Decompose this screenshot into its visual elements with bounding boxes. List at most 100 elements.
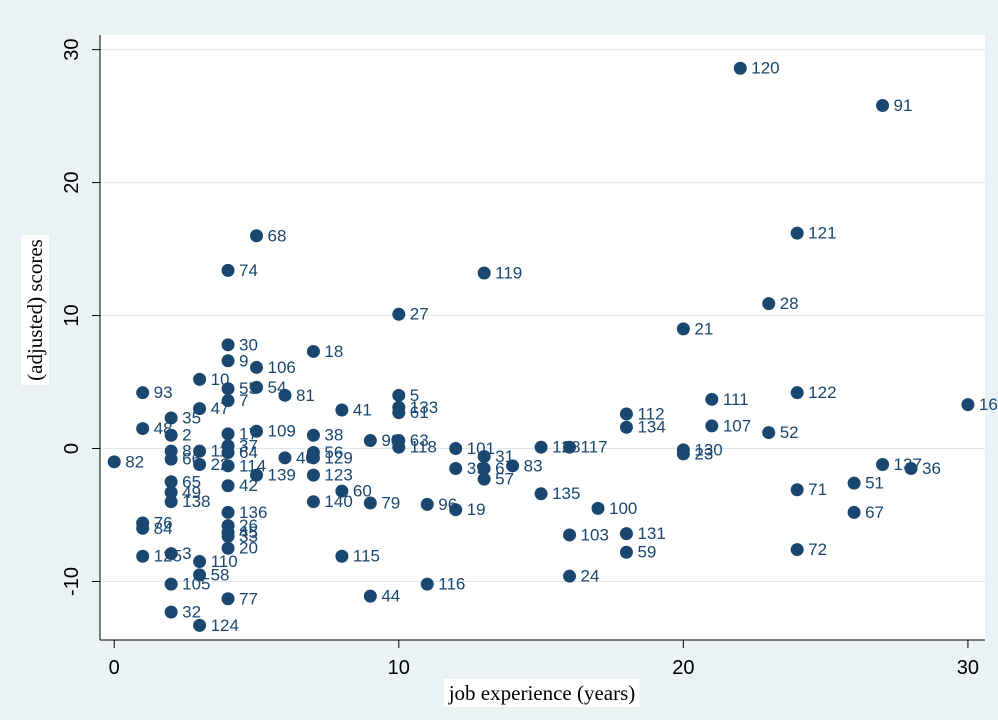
y-tick-label: -10 (61, 567, 83, 596)
point (221, 505, 235, 519)
point-label: 79 (381, 494, 400, 513)
point-label: 77 (239, 589, 258, 608)
point-label: 109 (268, 422, 296, 441)
point-label: 61 (410, 403, 429, 422)
point (193, 444, 207, 458)
x-tick-label: 20 (672, 657, 694, 679)
point-label: 56 (324, 443, 343, 462)
point (221, 394, 235, 408)
point (164, 411, 178, 425)
point (221, 354, 235, 368)
point-label: 2 (182, 426, 191, 445)
point (363, 589, 377, 603)
point (136, 386, 150, 400)
point (449, 442, 463, 456)
point (278, 451, 292, 465)
point-label: 121 (808, 224, 836, 243)
point-label: 72 (808, 540, 827, 559)
plot-area (100, 35, 985, 640)
point (676, 447, 690, 461)
point (250, 229, 264, 243)
point (534, 487, 548, 501)
point-label: 100 (609, 499, 637, 518)
point (563, 440, 577, 454)
point (221, 541, 235, 555)
point (335, 403, 349, 417)
point (676, 322, 690, 336)
point (164, 577, 178, 591)
point (790, 543, 804, 557)
point-label: 131 (637, 524, 665, 543)
point (193, 457, 207, 471)
point-label: 5 (410, 386, 419, 405)
point-label: 6 (495, 459, 504, 478)
point-label: 33 (239, 527, 258, 546)
point-label: 91 (894, 96, 913, 115)
point (449, 503, 463, 517)
point-label: 107 (723, 416, 751, 435)
point-label: 35 (182, 408, 201, 427)
point-label: 129 (324, 448, 352, 467)
point-label: 8 (182, 442, 191, 461)
point-label: 9 (239, 351, 248, 370)
point-label: 36 (922, 459, 941, 478)
point-label: 20 (239, 539, 258, 558)
point (136, 521, 150, 535)
point (876, 98, 890, 112)
point-label: 57 (495, 470, 514, 489)
point (392, 307, 406, 321)
point (705, 392, 719, 406)
point (392, 388, 406, 402)
point (136, 549, 150, 563)
point (619, 407, 633, 421)
point-label: 68 (268, 226, 287, 245)
point (392, 406, 406, 420)
point (306, 344, 320, 358)
point (164, 547, 178, 561)
point-label: 122 (808, 383, 836, 402)
point (250, 360, 264, 374)
point-label: 110 (211, 552, 238, 571)
point (221, 427, 235, 441)
point-label: 3 (182, 544, 191, 563)
point (221, 439, 235, 453)
point (847, 476, 861, 490)
point (619, 545, 633, 559)
point-label: 40 (296, 448, 315, 467)
point-label: 105 (182, 575, 210, 594)
point-label: 18 (324, 342, 343, 361)
point-label: 32 (182, 603, 201, 622)
point (250, 380, 264, 394)
point (306, 428, 320, 442)
point (619, 420, 633, 434)
x-title-bg (443, 679, 640, 707)
point-label: 63 (410, 431, 429, 450)
point-label: 59 (637, 543, 656, 562)
point (563, 569, 577, 583)
point (193, 402, 207, 416)
point-label: 111 (723, 390, 749, 409)
point-label: 41 (353, 400, 372, 419)
point-label: 76 (154, 513, 173, 532)
point-label: 81 (296, 386, 315, 405)
point (250, 424, 264, 438)
point-label: 38 (324, 426, 343, 445)
point-label: 116 (438, 575, 465, 594)
y-tick-label: 0 (61, 443, 83, 454)
point (164, 428, 178, 442)
point (164, 605, 178, 619)
point-label: 93 (154, 383, 173, 402)
point-label: 19 (467, 500, 486, 519)
point-label: 65 (182, 472, 201, 491)
point-label: 21 (694, 319, 713, 338)
point (449, 461, 463, 475)
point-label: 42 (239, 476, 258, 495)
point (164, 475, 178, 489)
point (221, 479, 235, 493)
point-label: 7 (239, 391, 248, 410)
point-label: 84 (154, 519, 173, 538)
point-label: 140 (324, 492, 352, 511)
point-label: 52 (780, 423, 799, 442)
x-tick-label: 10 (388, 657, 410, 679)
